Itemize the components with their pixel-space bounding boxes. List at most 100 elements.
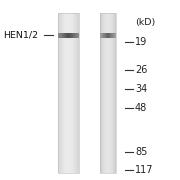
Bar [114, 30, 115, 31]
Bar [106, 147, 107, 148]
Bar [105, 79, 106, 80]
Bar [73, 134, 74, 135]
Bar [106, 81, 107, 82]
Bar [72, 46, 73, 47]
Bar [115, 47, 116, 48]
Bar [107, 40, 108, 41]
Bar [77, 154, 78, 155]
Bar [108, 168, 109, 170]
Bar [103, 57, 104, 58]
Bar [110, 102, 111, 103]
Bar [105, 34, 106, 35]
Bar [59, 113, 60, 114]
Bar [67, 138, 68, 139]
Bar [73, 117, 74, 118]
Bar [101, 36, 102, 37]
Bar [104, 166, 105, 167]
Bar [61, 62, 62, 63]
Bar [113, 148, 114, 149]
Bar [113, 135, 114, 136]
Bar [112, 111, 113, 112]
Bar [102, 29, 103, 30]
Bar [64, 127, 65, 128]
Bar [104, 94, 105, 95]
Bar [69, 119, 70, 120]
Bar [111, 88, 112, 89]
Bar [75, 95, 76, 96]
Bar [58, 172, 59, 173]
Bar [102, 144, 103, 145]
Bar [101, 40, 102, 41]
Bar [108, 142, 109, 143]
Bar [74, 80, 75, 81]
Bar [73, 171, 74, 172]
Bar [103, 146, 104, 147]
Bar [103, 127, 104, 128]
Bar [65, 41, 66, 42]
Text: 48: 48 [135, 103, 147, 113]
Bar [59, 13, 60, 14]
Bar [69, 170, 70, 171]
Bar [59, 118, 60, 119]
Bar [71, 82, 72, 83]
Bar [66, 33, 67, 34]
Bar [61, 86, 62, 87]
Bar [62, 132, 63, 133]
Bar [59, 134, 60, 135]
Bar [111, 26, 112, 28]
Bar [58, 168, 59, 170]
Bar [105, 38, 106, 39]
Bar [108, 96, 109, 97]
Bar [103, 17, 104, 18]
Bar [69, 49, 70, 50]
Bar [111, 144, 112, 145]
Bar [78, 147, 79, 148]
Bar [108, 40, 109, 41]
Bar [62, 38, 63, 39]
Bar [108, 115, 109, 116]
Bar [113, 33, 114, 34]
Bar [61, 113, 62, 114]
Bar [102, 158, 103, 159]
Bar [101, 19, 102, 20]
Bar [101, 126, 102, 127]
Bar [101, 87, 102, 88]
Bar [113, 133, 114, 134]
Bar [77, 143, 78, 144]
Bar [113, 77, 114, 78]
Bar [69, 146, 70, 147]
Bar [108, 35, 109, 36]
Bar [64, 86, 65, 87]
Bar [108, 61, 109, 62]
Bar [104, 134, 105, 135]
Bar [65, 33, 66, 34]
Bar [65, 67, 66, 68]
Bar [63, 133, 64, 134]
Bar [103, 87, 104, 88]
Bar [75, 124, 76, 125]
Bar [110, 53, 111, 54]
Bar [103, 66, 104, 67]
Bar [102, 25, 103, 26]
Bar [114, 132, 115, 133]
Bar [103, 37, 104, 38]
Bar [103, 54, 104, 55]
Bar [68, 77, 69, 78]
Bar [69, 85, 70, 86]
Bar [112, 60, 113, 61]
Bar [71, 131, 72, 132]
Bar [115, 172, 116, 173]
Bar [102, 58, 103, 60]
Bar [106, 76, 107, 77]
Bar [103, 33, 104, 38]
Bar [67, 17, 68, 18]
Bar [66, 101, 67, 102]
Bar [106, 33, 107, 38]
Bar [109, 23, 110, 24]
Bar [109, 76, 110, 77]
Bar [72, 152, 73, 154]
Bar [69, 68, 70, 69]
Bar [67, 38, 68, 39]
Bar [73, 113, 74, 114]
Bar [64, 35, 65, 36]
